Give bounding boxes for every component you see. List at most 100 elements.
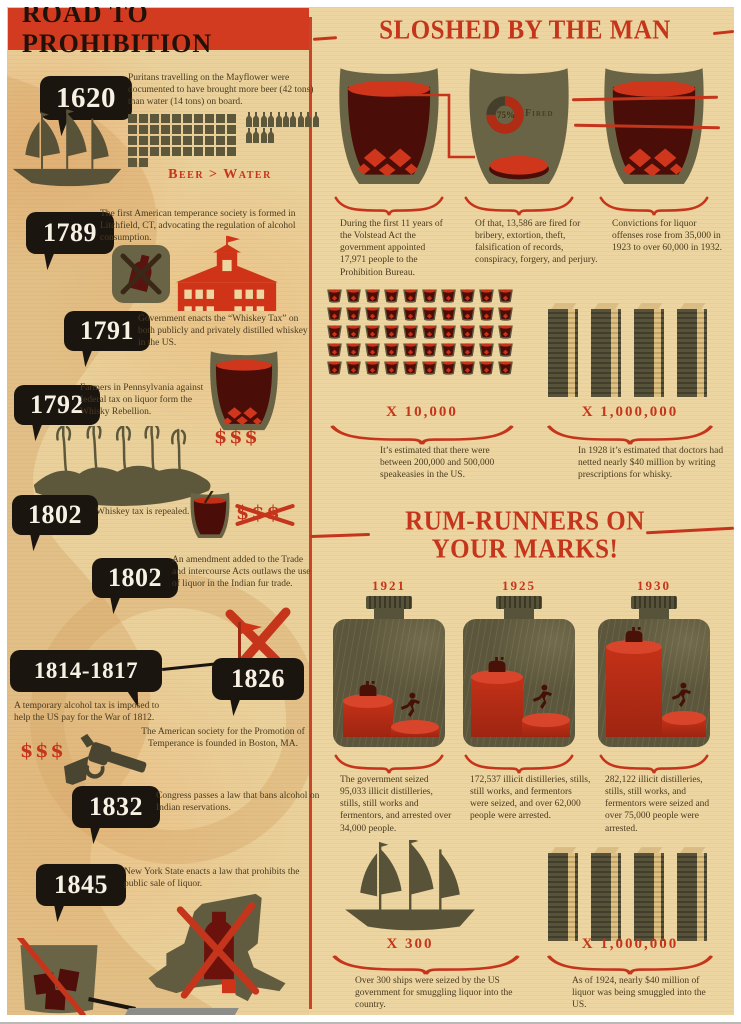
shot-glass-icon: [479, 325, 494, 339]
year-label: 1814-1817: [33, 658, 139, 683]
flask-cap: [366, 596, 412, 609]
money-stack-icon: [548, 847, 578, 941]
rum-title: RUM-RUNNERS ON YOUR MARKS!: [330, 506, 720, 565]
year-label: 1791: [80, 316, 134, 345]
money-stack-icon: [591, 847, 621, 941]
sloshed-title: SLOSHED BY THE MAN: [379, 15, 671, 46]
shot-glass-icon: [365, 343, 380, 357]
arrest-disc: [662, 711, 706, 737]
infographic-canvas: ROAD TO PROHIBITION 1620 Puritans travel…: [7, 7, 734, 1015]
water-bottle-icon: [246, 128, 252, 144]
shot-glass-icon: [365, 325, 380, 339]
beer-barrel-icon: [205, 147, 214, 156]
year-plaque-1832: 1832: [72, 786, 160, 828]
shot-glass-icon: [460, 307, 475, 321]
brace: [547, 425, 713, 445]
beer-barrel-icon: [227, 147, 236, 156]
beer-barrel-icon: [227, 125, 236, 134]
note-1814: A temporary alcohol tax is imposed to he…: [14, 701, 160, 724]
water-bottle-icon: [268, 112, 275, 127]
beer-water-label: Beer > Water: [168, 167, 272, 182]
brace: [547, 955, 713, 975]
shot-glass-icon: [422, 361, 437, 375]
level-label-60000: 60,000: [710, 78, 734, 90]
shot-glass-icon: [346, 289, 361, 303]
beer-barrel-icon: [139, 114, 148, 123]
stack-body: [591, 309, 621, 397]
flask-year-1921: 1921: [372, 578, 406, 593]
left-title: ROAD TO PROHIBITION: [22, 7, 213, 58]
still-icon: [359, 681, 377, 696]
ships-multiplier: X 300: [386, 936, 434, 952]
money-symbols-1814: $$$: [20, 740, 66, 762]
stack-stripe: [611, 853, 618, 941]
shot-glass-icon: [384, 307, 399, 321]
shot-glass-icon: [422, 289, 437, 303]
shot-glass-icon: [422, 343, 437, 357]
water-bottle-icon: [253, 112, 260, 127]
shot-glass-icon: [327, 325, 342, 339]
flask-cap: [631, 596, 677, 609]
beer-barrel-icon: [172, 125, 181, 134]
shot-glass-icon: [403, 343, 418, 357]
fired-percent-label: 75%: [497, 110, 515, 120]
shot-glass-icon: [460, 343, 475, 357]
seizure-cylinder: [471, 657, 523, 737]
money-stack-row-bottom: [548, 847, 707, 941]
caption-convictions: Convictions for liquor offenses rose fro…: [612, 219, 723, 254]
money-stack-icon: [677, 847, 707, 941]
money-stack-icon: [548, 303, 578, 397]
shot-glass-icon: [327, 343, 342, 357]
speakeasy-glass-grid: [326, 288, 518, 376]
caption-smuggling: As of 1924, nearly $40 million of liquor…: [572, 976, 706, 1011]
stack-stripe: [654, 309, 661, 397]
water-bottle-icon: [260, 128, 267, 144]
money-stack-icon: [591, 303, 621, 397]
beer-barrel-icon: [172, 147, 181, 156]
water-bottle-icon: [268, 128, 275, 144]
money-stack-icon: [677, 303, 707, 397]
beer-barrel-icon: [139, 158, 148, 167]
year-label: 1620: [56, 81, 116, 114]
water-bottle-icon: [312, 112, 319, 127]
flask-year-1925: 1925: [502, 578, 536, 593]
stack-stripe: [611, 309, 618, 397]
note-1792: Farmers in Pennsylvania against federal …: [80, 383, 204, 418]
shot-glass-icon: [346, 343, 361, 357]
shot-glass-icon: [403, 361, 418, 375]
shot-glass-icon: [403, 325, 418, 339]
flask-body: [463, 619, 575, 747]
stack-stripe: [654, 853, 661, 941]
year-label: 1789: [43, 218, 97, 247]
seizure-cylinder: [606, 627, 662, 737]
beer-barrel-icon: [216, 114, 225, 123]
beer-barrel-icon: [150, 136, 159, 145]
shot-glass-icon: [403, 307, 418, 321]
year-plaque-1789: 1789: [26, 212, 114, 254]
beer-barrel-icon: [194, 114, 203, 123]
shot-glass-icon: [365, 289, 380, 303]
stack-stripe: [697, 853, 704, 941]
still-icon: [625, 627, 643, 642]
caption-flask-1925: 172,537 illicit distilleries, stills, st…: [470, 775, 591, 822]
note-1832: Congress passes a law that bans alcohol …: [156, 791, 320, 814]
water-bottle-icon: [305, 112, 312, 127]
brace: [334, 196, 444, 216]
year-plaque-1620: 1620: [40, 76, 132, 120]
year-label: 1802: [28, 500, 82, 529]
brace: [464, 196, 574, 216]
note-1845: New York State enacts a law that prohibi…: [124, 867, 300, 890]
year-plaque-1814-1817: 1814-1817: [10, 650, 162, 692]
note-1791: Government enacts the “Whiskey Tax” on b…: [138, 314, 308, 349]
beer-barrel-icon: [183, 147, 192, 156]
beer-barrel-icon: [227, 136, 236, 145]
beer-barrel-icon: [194, 136, 203, 145]
rum-title-line1: RUM-RUNNERS ON: [405, 506, 645, 536]
speakeasy-multiplier: X 10,000: [386, 404, 458, 420]
repealed-money-group: $$$: [234, 502, 296, 528]
beer-barrel-icon: [150, 114, 159, 123]
beer-barrel-icon: [205, 125, 214, 134]
shot-glass-icon: [327, 361, 342, 375]
smuggling-multiplier: X 1,000,000: [581, 936, 679, 952]
note-1789: The first American temperance society is…: [100, 209, 296, 244]
